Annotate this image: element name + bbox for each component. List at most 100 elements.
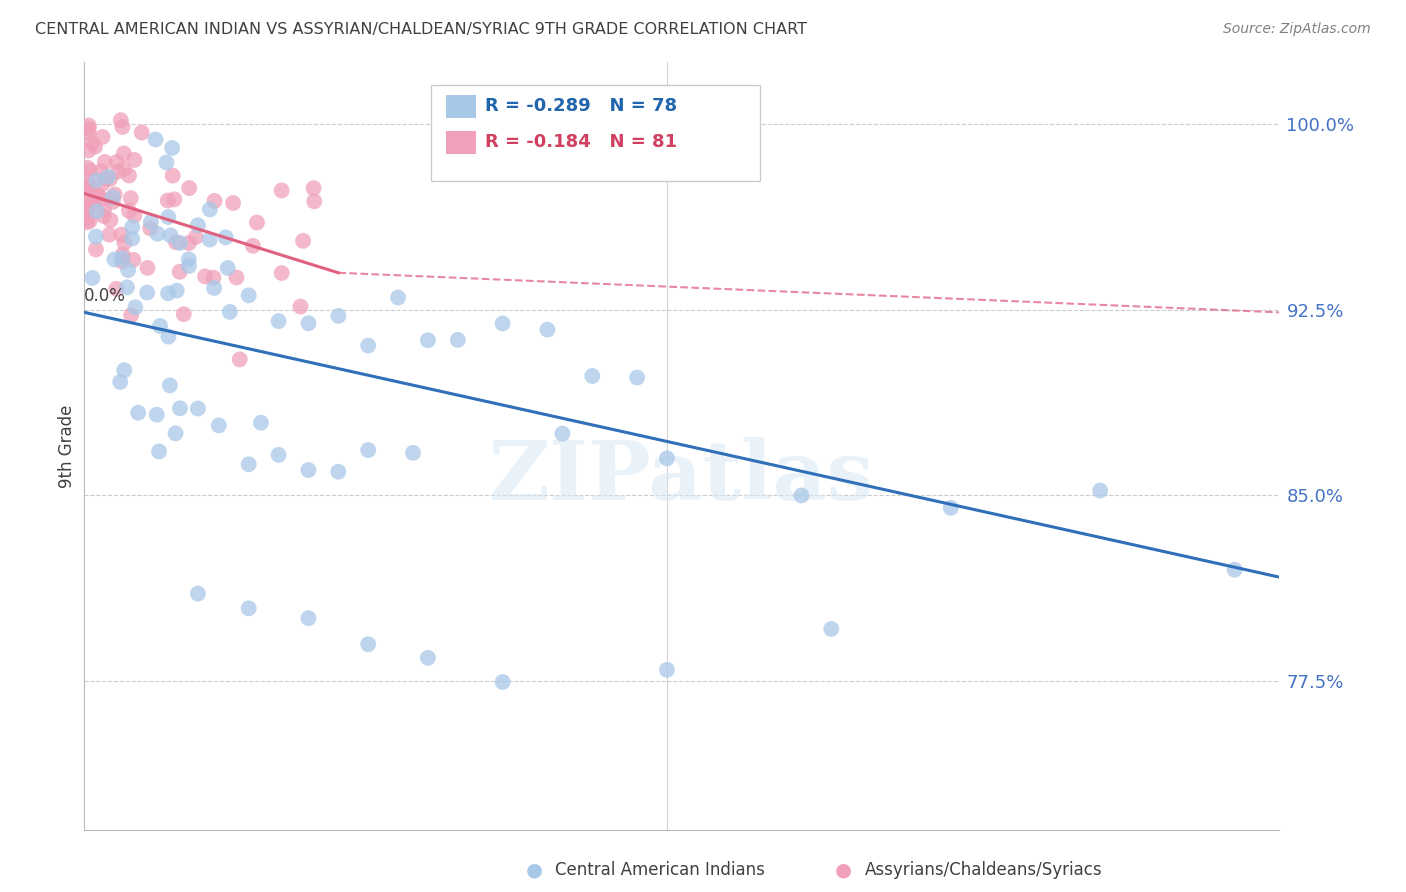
Point xyxy=(492,675,515,690)
Point xyxy=(121,231,143,245)
Point xyxy=(103,252,125,267)
Point xyxy=(165,235,187,250)
Point xyxy=(169,401,191,416)
Point xyxy=(105,155,128,169)
Point xyxy=(100,213,122,227)
Point xyxy=(101,190,124,204)
Point xyxy=(145,132,167,146)
Point xyxy=(202,281,225,295)
Point xyxy=(77,119,100,133)
Point xyxy=(93,209,115,223)
Y-axis label: 9th Grade: 9th Grade xyxy=(58,404,76,488)
Point xyxy=(250,416,273,430)
Point xyxy=(156,194,179,208)
Point xyxy=(165,426,187,441)
Point xyxy=(297,316,319,330)
Point xyxy=(111,248,134,262)
Point xyxy=(328,465,350,479)
Point xyxy=(551,426,574,441)
Text: Assyrians/Chaldeans/Syriacs: Assyrians/Chaldeans/Syriacs xyxy=(865,861,1102,879)
Text: ●: ● xyxy=(835,860,852,880)
Point xyxy=(110,227,132,242)
Point xyxy=(166,284,188,298)
Point xyxy=(124,300,146,314)
Point xyxy=(127,406,149,420)
Point xyxy=(94,171,117,186)
Point xyxy=(162,169,184,183)
Point xyxy=(124,209,146,223)
Point xyxy=(98,227,121,242)
Point xyxy=(581,368,603,383)
FancyBboxPatch shape xyxy=(447,95,477,119)
Point xyxy=(80,136,103,150)
Point xyxy=(159,378,181,392)
Point xyxy=(157,286,180,301)
Point xyxy=(136,260,159,275)
Point xyxy=(222,196,245,211)
Point xyxy=(93,202,115,217)
Point xyxy=(655,663,678,677)
Point xyxy=(173,307,195,321)
Point xyxy=(198,202,221,217)
Point xyxy=(187,219,209,233)
Point xyxy=(357,637,380,651)
Point xyxy=(228,352,252,367)
Point xyxy=(120,191,142,205)
Point xyxy=(139,215,162,229)
Point xyxy=(177,259,200,273)
Point xyxy=(297,463,319,477)
Point xyxy=(112,363,135,377)
FancyBboxPatch shape xyxy=(447,131,477,154)
Point xyxy=(76,161,98,175)
Text: 0.0%: 0.0% xyxy=(84,287,127,305)
Point xyxy=(111,254,134,268)
Point xyxy=(155,155,177,169)
Point xyxy=(84,139,107,153)
Point xyxy=(242,239,264,253)
Point xyxy=(238,288,260,302)
Point xyxy=(91,130,114,145)
Point xyxy=(304,194,326,209)
Point xyxy=(111,251,134,265)
Point xyxy=(204,194,226,208)
Point xyxy=(76,202,98,217)
Text: Central American Indians: Central American Indians xyxy=(555,861,765,879)
Point xyxy=(187,586,209,600)
Point xyxy=(91,177,114,191)
Point xyxy=(184,230,207,244)
Text: R = -0.184   N = 81: R = -0.184 N = 81 xyxy=(485,133,676,152)
Point xyxy=(177,236,200,251)
Point xyxy=(297,611,319,625)
Text: Source: ZipAtlas.com: Source: ZipAtlas.com xyxy=(1223,22,1371,37)
Point xyxy=(492,317,515,331)
Point xyxy=(87,188,110,202)
Point xyxy=(97,169,120,184)
Point xyxy=(76,179,98,194)
Point xyxy=(157,210,180,224)
Point xyxy=(387,291,409,305)
Point xyxy=(267,448,290,462)
Point xyxy=(169,235,191,250)
Point xyxy=(536,323,558,337)
Point xyxy=(121,220,143,235)
Point xyxy=(82,271,104,285)
Point xyxy=(218,305,240,319)
Point xyxy=(110,375,132,389)
Point xyxy=(94,155,117,169)
Point xyxy=(215,230,238,244)
Point xyxy=(112,235,135,250)
Point xyxy=(655,451,678,466)
Point xyxy=(77,144,100,158)
Point xyxy=(86,204,108,219)
Text: ●: ● xyxy=(526,860,543,880)
Point xyxy=(270,266,292,280)
Point xyxy=(202,270,225,285)
Point xyxy=(79,214,101,228)
Point xyxy=(112,162,135,177)
Point xyxy=(77,126,100,140)
Point xyxy=(198,233,221,247)
Point xyxy=(105,282,128,296)
Point xyxy=(238,457,260,471)
Point xyxy=(357,443,380,458)
Point xyxy=(76,183,98,197)
